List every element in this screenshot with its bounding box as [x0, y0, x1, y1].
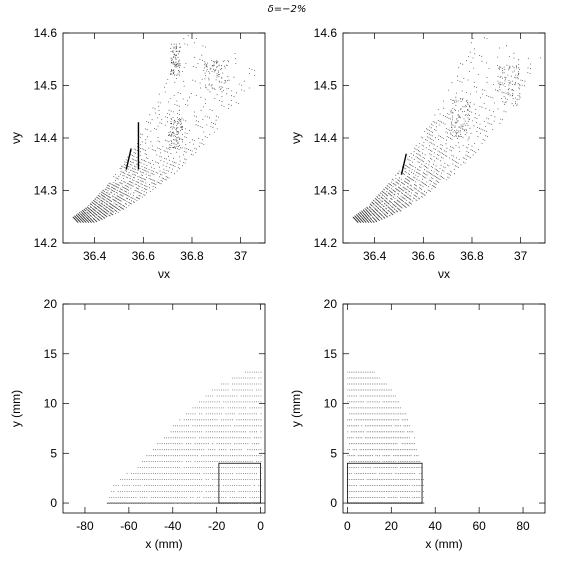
y-tick-label: 14.3 [314, 184, 338, 198]
y-tick-label: 5 [330, 446, 337, 460]
y-tick-label: 14.2 [34, 236, 58, 250]
x-tick-label: 36.6 [412, 249, 436, 263]
x-tick-label: 36.6 [132, 249, 156, 263]
plot-frame [342, 32, 546, 244]
x-tick-label: 20 [385, 519, 399, 533]
y-axis-label: νy [289, 132, 303, 144]
y-tick-label: 10 [44, 397, 58, 411]
x-tick-label: -60 [120, 519, 138, 533]
panel-da-right: 0 20 40 60 80 0 5 10 15 20 x (mm) y (mm) [289, 297, 546, 551]
y-tick-label: 14.6 [314, 26, 338, 40]
scatter-points [72, 35, 256, 223]
x-axis-label: x (mm) [425, 537, 462, 551]
x-tick-label: 0 [344, 519, 351, 533]
resonance-line-1 [125, 148, 132, 170]
x-tick-label: 36.4 [363, 249, 387, 263]
y-tick-label: 10 [324, 397, 338, 411]
x-tick-label: 36.4 [83, 249, 107, 263]
y-tick-label: 20 [44, 297, 58, 311]
y-tick-label: 15 [44, 347, 58, 361]
y-tick-label: 20 [324, 297, 338, 311]
resonance-line-0 [400, 153, 407, 175]
plot-frame [62, 32, 266, 244]
scatter-points [352, 33, 541, 223]
panel-tune-right: 36.4 36.6 36.8 37 14.2 14.3 14.4 14.5 14.6 νx νy [289, 26, 546, 281]
scatter-points [106, 371, 262, 504]
figure-suptitle: δ=−2% [268, 4, 307, 15]
y-tick-label: 14.2 [314, 236, 338, 250]
panel-da-left: -80 -60 -40 -20 0 0 5 10 15 20 x (mm) y (mm) [9, 297, 266, 551]
y-tick-label: 14.6 [34, 26, 58, 40]
aperture-box [218, 462, 262, 504]
x-tick-label: 37 [234, 249, 248, 263]
x-axis-label: νx [438, 267, 450, 281]
y-axis-label: y (mm) [289, 390, 303, 427]
y-axis-label: y (mm) [9, 390, 23, 427]
y-axis-label: νy [9, 132, 23, 144]
y-tick-label: 0 [330, 496, 337, 510]
y-tick-label: 0 [50, 496, 57, 510]
x-tick-label: 36.8 [460, 249, 484, 263]
x-tick-label: -40 [164, 519, 182, 533]
plot-frame [62, 303, 266, 514]
x-tick-label: 80 [516, 519, 530, 533]
y-tick-label: 5 [50, 446, 57, 460]
x-tick-label: 36.8 [180, 249, 204, 263]
panel-tune-left: 36.4 36.6 36.8 37 14.2 14.3 14.4 14.5 14.6 νx νy [9, 26, 266, 281]
scatter-points [346, 371, 425, 504]
x-tick-label: 37 [514, 249, 528, 263]
y-tick-label: 14.4 [34, 131, 58, 145]
y-tick-label: 14.4 [314, 131, 338, 145]
aperture-box [346, 462, 423, 504]
y-tick-label: 15 [324, 347, 338, 361]
x-tick-label: 40 [429, 519, 443, 533]
plot-frame [342, 303, 546, 514]
x-tick-label: -20 [208, 519, 226, 533]
x-tick-label: 0 [257, 519, 264, 533]
x-axis-label: νx [158, 267, 170, 281]
y-tick-label: 14.5 [314, 79, 338, 93]
y-tick-label: 14.3 [34, 184, 58, 198]
x-tick-label: -80 [76, 519, 94, 533]
x-axis-label: x (mm) [145, 537, 182, 551]
y-tick-label: 14.5 [34, 79, 58, 93]
x-tick-label: 60 [472, 519, 486, 533]
